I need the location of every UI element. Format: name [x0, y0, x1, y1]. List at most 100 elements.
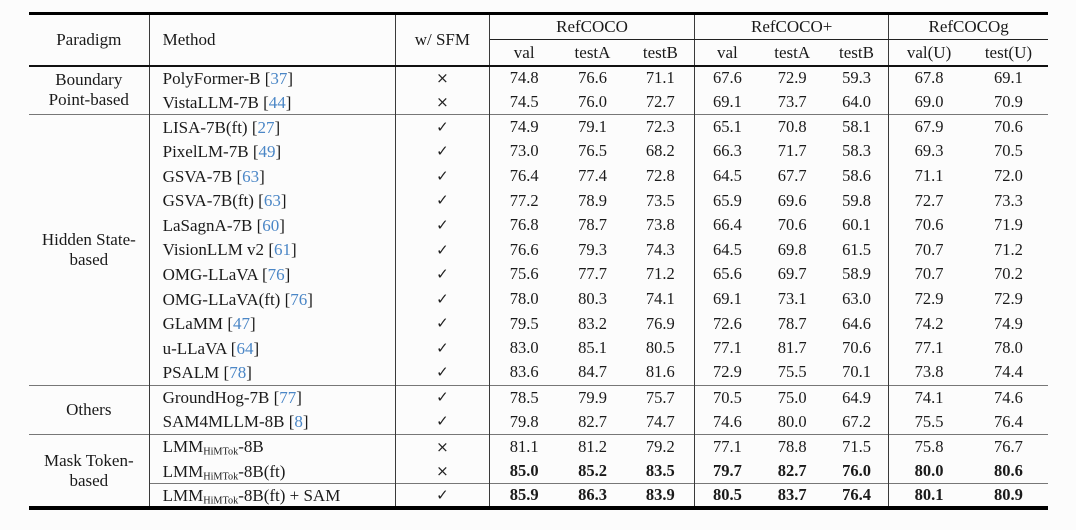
score-cell: 80.5 — [694, 483, 760, 509]
score-cell: 78.7 — [578, 215, 607, 235]
score-cell: 67.9 — [888, 114, 969, 140]
citation-link[interactable]: [76] — [257, 265, 291, 285]
table-row: VistaLLM-7B [44] × 74.5 76.0 72.7 69.1 73.7 64.… — [29, 90, 1048, 115]
score-cell: 70.9 — [993, 91, 1023, 111]
subcol-refcocog-testu: test(U) — [984, 42, 1033, 62]
citation-link[interactable]: [78] — [219, 363, 252, 383]
paradigm-cell: Hidden State-based — [29, 114, 150, 386]
citation-number[interactable]: 61 — [273, 240, 291, 260]
score-cell: 74.5 — [509, 91, 539, 111]
score-cell: 71.7 — [777, 141, 807, 161]
score-cell: 68.2 — [626, 139, 696, 164]
score-cell: 75.8 — [888, 433, 969, 459]
score-cell: 79.5 — [509, 313, 539, 333]
score-cell: 82.7 — [578, 411, 607, 431]
citation-number[interactable]: 44 — [268, 92, 286, 112]
citation-number[interactable]: 76 — [290, 289, 308, 309]
citation-number[interactable]: 63 — [263, 191, 281, 211]
score-cell: 65.6 — [712, 264, 742, 284]
citation-number[interactable]: 64 — [236, 338, 254, 358]
citation-number[interactable]: 47 — [232, 314, 250, 334]
citation-number[interactable]: 27 — [257, 117, 275, 137]
score-cell: 78.8 — [759, 433, 825, 459]
citation-link[interactable]: [60] — [252, 215, 285, 235]
citation-link[interactable]: [44] — [258, 92, 292, 112]
method-cell: LMMHiMTok-8B(ft) + SAM — [149, 483, 396, 509]
method-cell: LISA-7B(ft) [27] — [149, 114, 396, 140]
paradigm-cell: Mask Token-based — [29, 433, 150, 509]
citation-link[interactable]: [76] — [280, 289, 313, 309]
citation-link[interactable]: [37] — [260, 68, 294, 88]
score-cell: 80.3 — [578, 288, 607, 308]
score-cell: 58.6 — [824, 163, 890, 189]
score-cell: 78.5 — [489, 384, 559, 410]
score-cell: 71.2 — [626, 262, 696, 287]
table-row: LMMHiMTok-8B(ft) × 85.0 85.2 83.5 79.7 82.7 76.… — [29, 459, 1048, 484]
method-cell: OMG-LLaVA [76] — [149, 262, 396, 287]
score-cell: 74.4 — [993, 362, 1023, 382]
score-cell: 70.8 — [759, 114, 825, 140]
group-header-refcoco: RefCOCO — [489, 13, 696, 40]
score-cell: 75.5 — [914, 411, 944, 431]
score-cell: 79.7 — [712, 460, 742, 480]
table-row: PixelLM-7B [49] ✓ 73.0 76.5 68.2 66.3 71.7 58.3… — [29, 139, 1048, 164]
citation-link[interactable]: [63] — [232, 166, 265, 186]
citation-number[interactable]: 60 — [262, 215, 280, 235]
citation-link[interactable]: [63] — [253, 191, 287, 211]
score-cell: 58.1 — [824, 114, 890, 140]
citation-number[interactable]: 49 — [258, 142, 276, 162]
citation-link[interactable]: [8] — [284, 412, 309, 432]
score-cell: 72.9 — [993, 288, 1023, 308]
col-header-method: Method — [149, 13, 396, 66]
subcol-refcocoplus-testb: testB — [824, 39, 890, 66]
method-name: LMM — [162, 485, 204, 505]
table-row: Hidden State-based LISA-7B(ft) [27] ✓ 74.9 7… — [29, 114, 1048, 386]
score-cell: 77.1 — [914, 338, 944, 358]
method-cell: SAM4MLLM-8B [8] — [149, 409, 396, 435]
score-cell: 82.7 — [777, 460, 807, 480]
score-cell: 78.0 — [993, 338, 1023, 358]
citation-number[interactable]: 77 — [279, 388, 297, 408]
citation-link[interactable]: [77] — [269, 388, 302, 408]
citation-number[interactable]: 76 — [267, 265, 285, 285]
score-cell: 71.5 — [824, 433, 890, 459]
score-cell: 70.6 — [968, 114, 1048, 140]
score-cell: 79.9 — [558, 384, 627, 410]
score-cell: 61.5 — [824, 237, 890, 263]
score-cell: 72.3 — [626, 114, 696, 140]
citation-link[interactable]: [61] — [264, 240, 297, 260]
score-cell: 72.7 — [914, 190, 944, 210]
col-header-paradigm: Paradigm — [29, 13, 150, 66]
citation-link[interactable]: [47] — [223, 314, 256, 334]
citation-number[interactable]: 37 — [270, 68, 288, 88]
check-icon: ✓ — [395, 188, 490, 214]
method-subscript: HiMTok — [203, 471, 239, 483]
col-header-sfm: w/ SFM — [395, 13, 490, 66]
subcol-refcoco-testb: testB — [626, 39, 696, 66]
score-cell: 70.6 — [777, 215, 807, 235]
score-cell: 76.7 — [968, 433, 1048, 459]
score-cell: 74.9 — [993, 313, 1023, 333]
table-row: u-LLaVA [64] ✓ 83.0 85.1 80.5 77.1 81.7 70.6 77.… — [29, 336, 1048, 361]
citation-number[interactable]: 78 — [229, 363, 247, 383]
method-subscript: HiMTok — [203, 495, 239, 507]
citation-link[interactable]: [27] — [247, 117, 281, 137]
citation-number[interactable]: 8 — [294, 412, 303, 432]
score-cell: 79.8 — [509, 411, 539, 431]
score-cell: 71.1 — [914, 165, 944, 185]
check-icon: ✓ — [395, 139, 490, 164]
table-row: PSALM [78] ✓ 83.6 84.7 81.6 72.9 75.5 70.1 73.8 7… — [29, 360, 1048, 386]
score-cell: 76.8 — [509, 215, 539, 235]
subcol-refcocoplus-testa: testA — [774, 42, 811, 62]
method-name: LISA-7B(ft) — [162, 117, 248, 137]
score-cell: 74.1 — [888, 384, 969, 410]
method-cell: LMMHiMTok-8B — [149, 433, 396, 459]
score-cell: 76.9 — [626, 311, 696, 337]
citation-number[interactable]: 63 — [242, 166, 260, 186]
score-cell: 71.1 — [626, 65, 696, 91]
check-icon: ✓ — [395, 163, 490, 189]
citation-link[interactable]: [64] — [226, 338, 260, 358]
citation-link[interactable]: [49] — [248, 142, 282, 162]
score-cell: 76.0 — [578, 91, 607, 111]
table-row: SAM4MLLM-8B [8] ✓ 79.8 82.7 74.7 74.6 80.0 67.2… — [29, 409, 1048, 435]
